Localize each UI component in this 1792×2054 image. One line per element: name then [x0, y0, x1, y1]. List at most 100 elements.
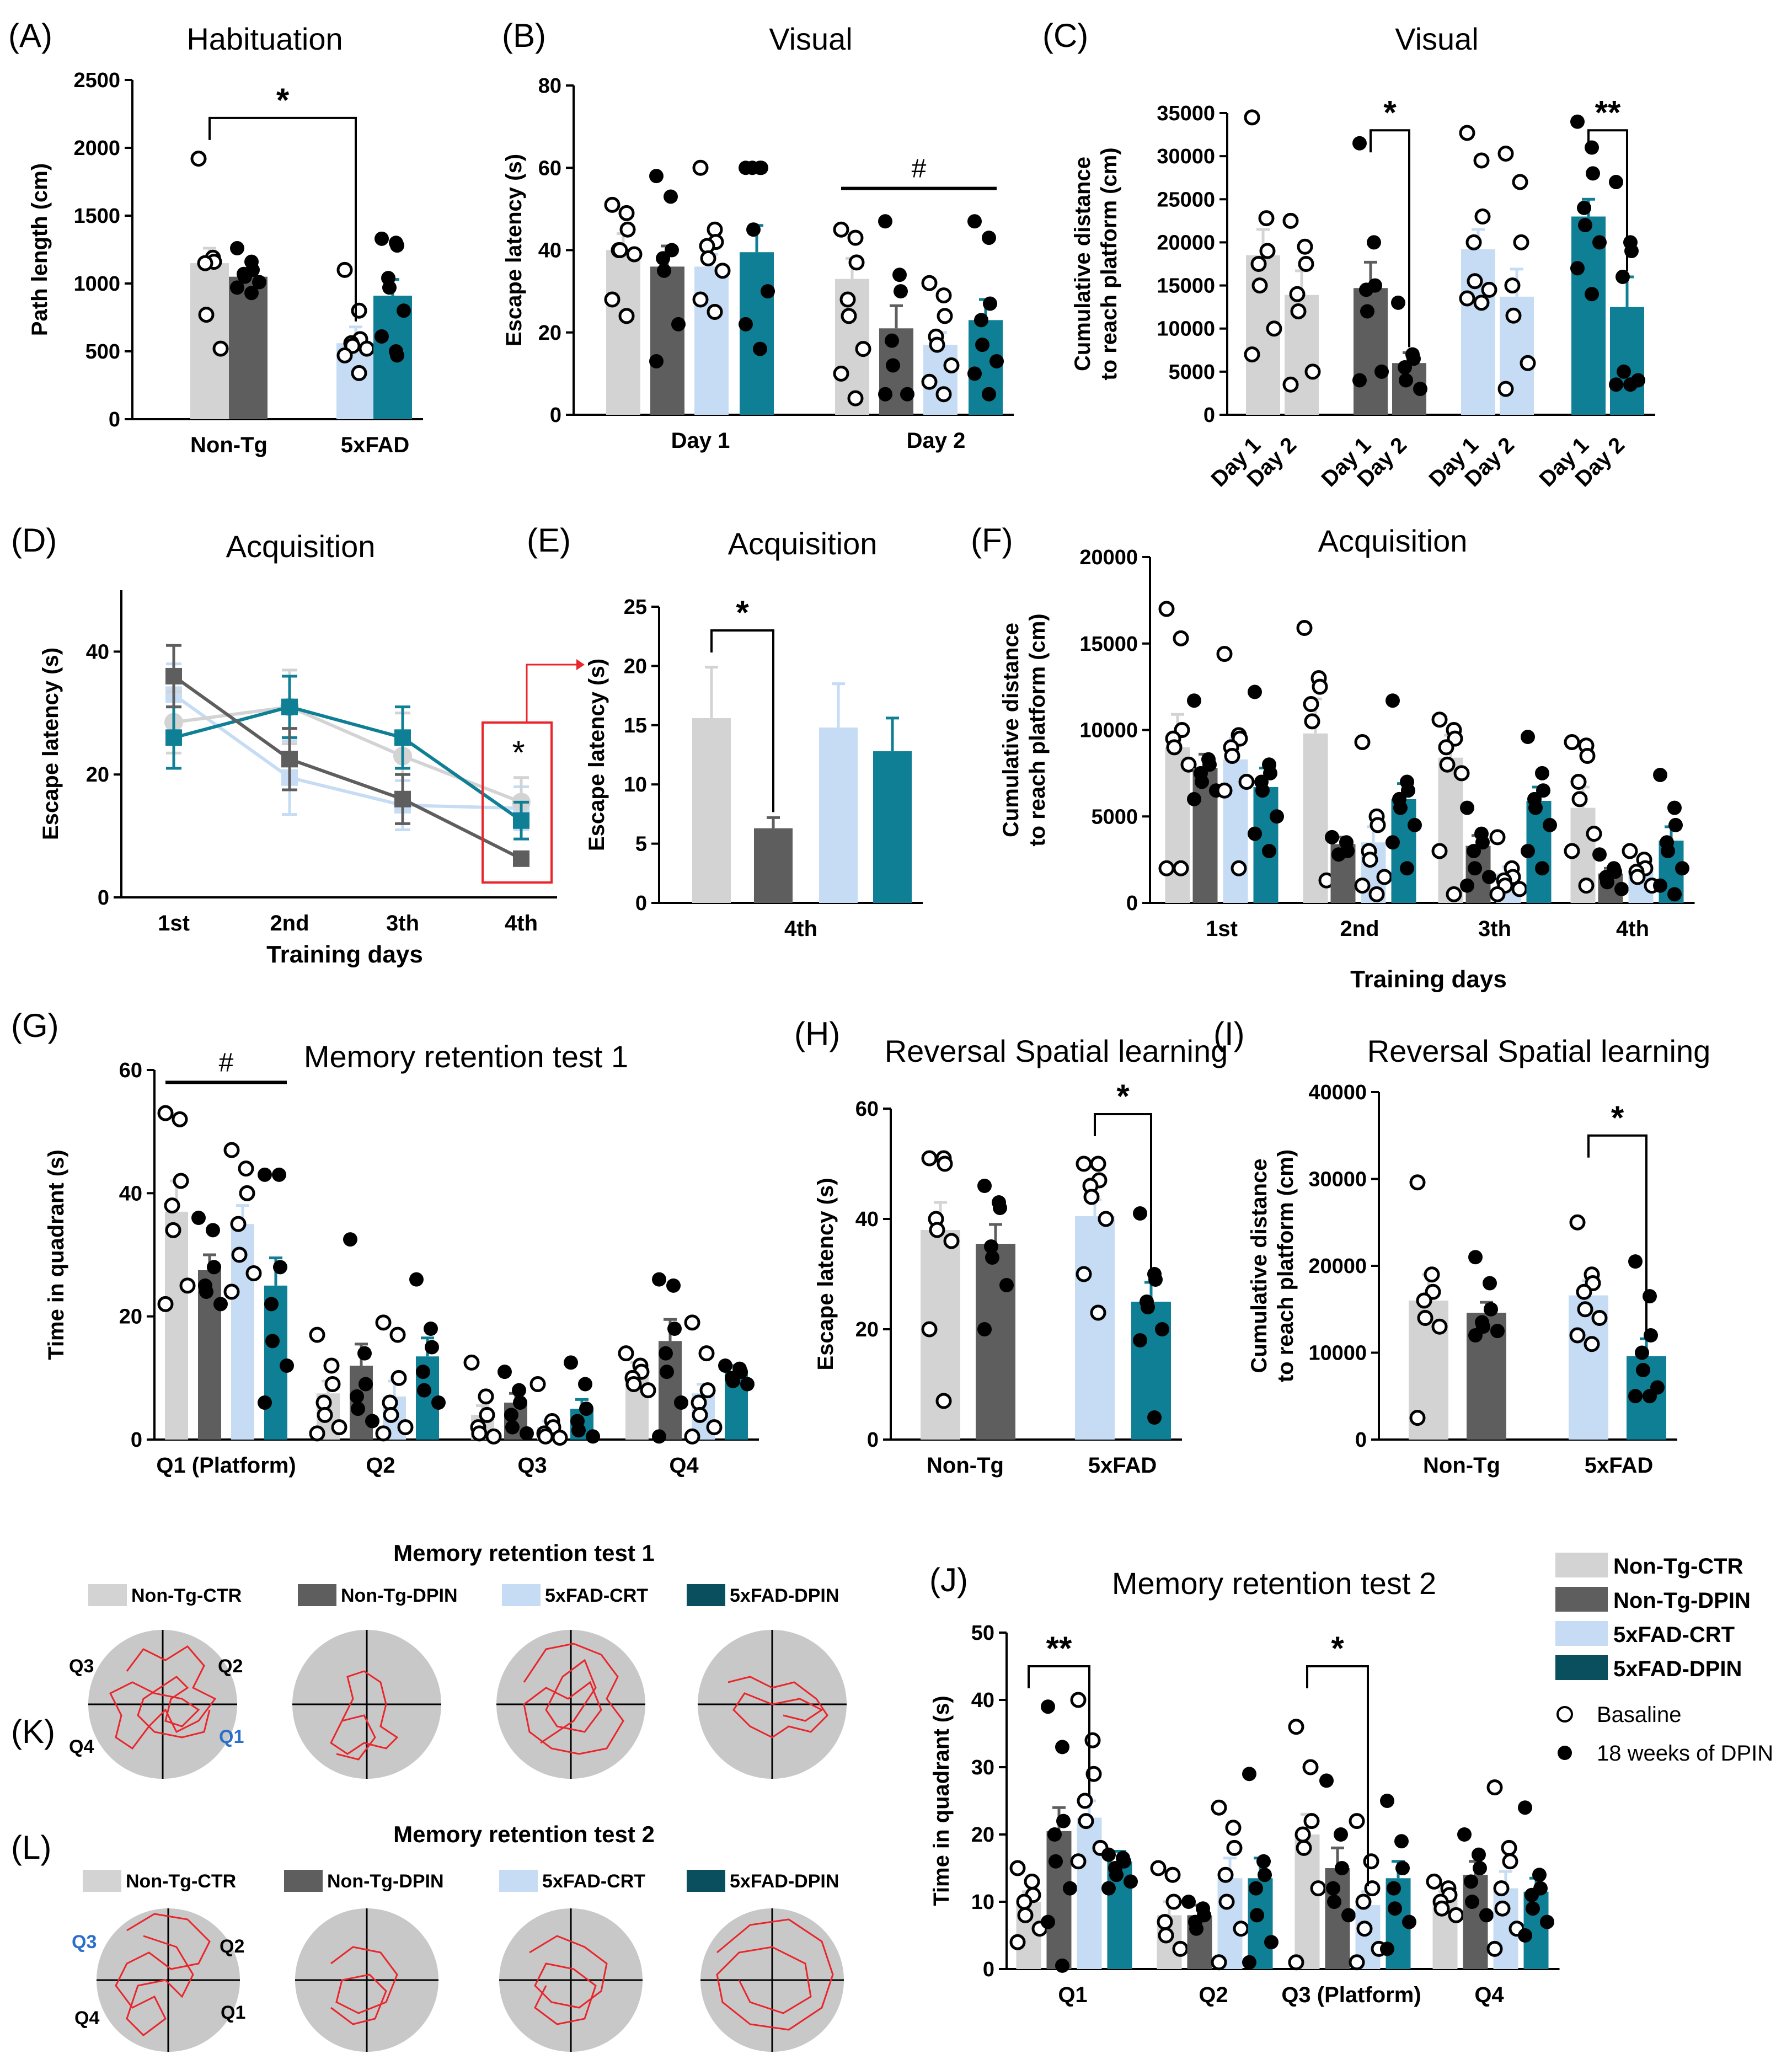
data-point: [1431, 1318, 1448, 1335]
panel-label: (G): [11, 1007, 59, 1044]
legend-swatch-non-tg-ctr: [83, 1870, 121, 1892]
data-point: [1482, 869, 1496, 884]
data-point: [498, 1365, 512, 1379]
x-tick-label: 3th: [386, 911, 419, 935]
data-point: [1380, 1794, 1394, 1808]
data-point: [1629, 869, 1646, 885]
data-point: [1526, 1901, 1540, 1916]
data-point: [375, 1314, 392, 1331]
x-tick-label: Day 2: [907, 429, 966, 453]
track-legend-k: Non-Tg-CTR Non-Tg-DPIN 5xFAD-CRT 5xFAD-D…: [88, 1584, 839, 1606]
data-point: [1622, 843, 1638, 859]
legend-swatch-5xfad-dpin: [1555, 1655, 1608, 1680]
data-point: [1609, 377, 1623, 392]
series-marker: [513, 812, 529, 829]
significance-mark: #: [912, 154, 927, 184]
significance-mark: *: [1331, 1630, 1344, 1667]
y-axis-label: Cumulative distance: [1247, 1158, 1271, 1373]
data-point: [1077, 1793, 1093, 1809]
legend-swatch-non-tg-dpin: [298, 1584, 336, 1606]
data-point: [1264, 1935, 1279, 1950]
bar: [819, 728, 858, 903]
data-point: [1147, 1410, 1162, 1425]
legend-swatch-5xfad-crt: [1555, 1621, 1608, 1646]
bar: [1075, 1216, 1115, 1440]
data-point: [977, 1322, 992, 1336]
data-point: [1413, 382, 1427, 397]
data-point: [1585, 287, 1599, 302]
group-legend: Non-Tg-CTR Non-Tg-DPIN 5xFAD-CRT 5xFAD-D…: [1555, 1553, 1773, 1766]
data-point: [1250, 256, 1267, 272]
data-point: [1380, 1941, 1394, 1956]
bar: [606, 250, 640, 415]
legend-marker-open: [1556, 1706, 1573, 1723]
quadrant-label-q3: Q3: [72, 1932, 97, 1953]
data-point: [1055, 1958, 1069, 1973]
legend-label: 5xFAD-DPIN: [730, 1585, 839, 1606]
data-point: [649, 169, 664, 184]
y-tick-label: 20: [86, 763, 109, 787]
data-point: [1216, 646, 1233, 662]
data-point: [1341, 1908, 1356, 1923]
y-tick-label: 40: [971, 1689, 994, 1712]
data-point: [1355, 1893, 1372, 1910]
significance-mark: **: [1595, 94, 1621, 131]
data-point: [1577, 1301, 1593, 1318]
data-point: [739, 317, 753, 331]
chart-title: Habituation: [186, 22, 343, 56]
y-axis-label: to reach platform (cm): [1025, 613, 1050, 846]
data-point: [1600, 875, 1614, 890]
data-point: [1233, 1921, 1249, 1937]
x-tick-label: Non-Tg: [190, 433, 268, 457]
data-point: [1497, 145, 1514, 162]
data-point: [612, 242, 628, 258]
data-point: [1494, 1900, 1511, 1917]
y-axis-label: Time in quadrant (s): [929, 1695, 954, 1906]
data-point: [1643, 1289, 1657, 1304]
data-point: [1532, 1868, 1547, 1882]
panel-label: (J): [929, 1561, 968, 1598]
data-point: [1124, 1874, 1138, 1889]
data-point: [699, 1382, 716, 1399]
data-point: [478, 1388, 494, 1405]
data-point: [1319, 1773, 1334, 1788]
y-tick-label: 40: [119, 1182, 142, 1205]
data-point: [985, 1250, 999, 1265]
x-axis-label: Training days: [266, 941, 423, 968]
data-point: [1406, 351, 1421, 366]
data-point: [671, 317, 686, 331]
data-point: [1158, 1927, 1174, 1944]
swim-track: [716, 1918, 834, 2031]
chart-title: Reversal Spatial learning: [885, 1034, 1228, 1068]
data-point: [1569, 1214, 1586, 1231]
data-point: [1363, 1853, 1379, 1870]
data-point: [977, 1179, 992, 1193]
data-point: [1296, 620, 1313, 636]
y-axis-label: Time in quadrant (s): [44, 1149, 68, 1360]
data-point: [1084, 1732, 1101, 1748]
data-point: [1635, 1345, 1649, 1360]
legend-label: 5xFAD-DPIN: [1613, 1657, 1742, 1681]
legend-swatch-non-tg-ctr: [88, 1584, 127, 1606]
data-point: [1187, 693, 1201, 708]
data-point: [165, 1222, 181, 1238]
data-point: [1535, 861, 1549, 876]
data-point: [1643, 1389, 1657, 1404]
panel-f: (F) Acquisition 0 5000 10000 15000 20000 Cumula…: [971, 522, 1695, 993]
data-point: [1297, 238, 1313, 255]
data-point: [1262, 843, 1276, 858]
data-point: [397, 303, 411, 318]
data-point: [1472, 1847, 1486, 1862]
y-tick-label: 30000: [1157, 145, 1215, 168]
data-point: [660, 1365, 674, 1379]
y-tick-label: 80: [538, 74, 561, 98]
panel-label: (F): [971, 522, 1013, 559]
data-point: [604, 196, 620, 213]
x-tick-label: Q3: [517, 1453, 547, 1478]
bar: [165, 1211, 188, 1440]
y-axis-label: Escape latency (s): [585, 659, 609, 851]
data-point: [172, 1111, 188, 1127]
data-point: [1586, 166, 1600, 181]
y-tick-label: 40: [86, 640, 109, 664]
data-point: [1359, 282, 1373, 297]
